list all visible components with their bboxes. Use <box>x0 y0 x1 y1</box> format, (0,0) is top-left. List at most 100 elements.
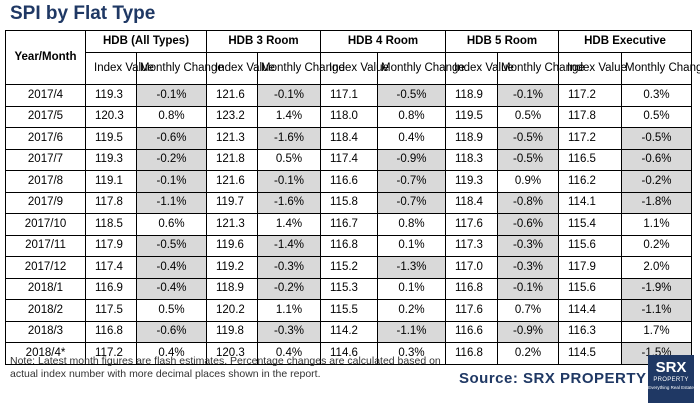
period-cell: 2017/7 <box>5 148 86 171</box>
monthly-change-header: Monthly Change <box>257 52 345 85</box>
monthly-change-cell: 0.3% <box>621 84 693 107</box>
monthly-change-cell: -0.4% <box>135 256 208 279</box>
monthly-change-cell: -1.1% <box>135 191 208 214</box>
table-row: 2018/1 116.9 -0.4% 118.9 -0.2% 115.3 0.1% 116.8… <box>5 277 693 300</box>
index-value-cell: 121.3 <box>206 127 259 150</box>
monthly-change-cell: -0.6% <box>621 148 693 171</box>
monthly-change-cell: -0.5% <box>377 84 447 107</box>
monthly-change-cell: -1.3% <box>377 256 447 279</box>
group-header: HDB 3 Room <box>206 30 322 53</box>
index-value-cell: 118.9 <box>445 127 499 150</box>
index-value-cell: 117.2 <box>558 84 623 107</box>
monthly-change-cell: -0.6% <box>135 320 208 343</box>
period-cell: 2017/12 <box>5 256 86 279</box>
monthly-change-cell: 1.4% <box>257 105 322 128</box>
index-value-cell: 118.5 <box>85 213 137 236</box>
table-row: 2017/6 119.5 -0.6% 121.3 -1.6% 118.4 0.4% 118.9… <box>5 127 693 150</box>
index-value-cell: 119.3 <box>445 170 499 193</box>
group-header-row: Year/Month HDB (All Types) HDB 3 Room HD… <box>5 30 693 85</box>
monthly-change-cell: -1.6% <box>257 127 322 150</box>
monthly-change-header: Monthly Change <box>377 52 465 85</box>
index-value-cell: 116.6 <box>320 170 379 193</box>
monthly-change-cell: 0.2% <box>621 234 693 257</box>
index-value-cell: 114.5 <box>558 342 623 365</box>
index-value-cell: 119.6 <box>206 234 259 257</box>
table-row: 2017/7 119.3 -0.2% 121.8 0.5% 117.4 -0.9% 118.3… <box>5 148 693 171</box>
index-value-cell: 121.3 <box>206 213 259 236</box>
monthly-change-cell: -0.5% <box>621 127 693 150</box>
monthly-change-cell: 0.4% <box>377 127 447 150</box>
period-cell: 2017/4 <box>5 84 86 107</box>
index-value-cell: 121.6 <box>206 170 259 193</box>
monthly-change-cell: 0.5% <box>135 299 208 322</box>
index-value-cell: 114.6 <box>320 342 379 365</box>
index-value-cell: 115.8 <box>320 191 379 214</box>
index-value-cell: 117.4 <box>85 256 137 279</box>
index-value-cell: 123.2 <box>206 105 259 128</box>
index-value-cell: 119.3 <box>85 84 137 107</box>
group-header: HDB (All Types) <box>84 30 208 53</box>
monthly-change-cell: -1.4% <box>257 234 322 257</box>
index-value-header: Index Value <box>445 52 514 85</box>
monthly-change-cell: -0.1% <box>257 84 322 107</box>
table-row: 2017/9 117.8 -1.1% 119.7 -1.6% 115.8 -0.7% 118.… <box>5 191 693 214</box>
index-value-cell: 117.5 <box>85 299 137 322</box>
spi-table: Year/Month HDB (All Types) HDB 3 Room HD… <box>5 30 700 365</box>
index-value-cell: 117.6 <box>445 299 499 322</box>
period-cell: 2017/6 <box>5 127 86 150</box>
index-value-cell: 117.2 <box>558 127 623 150</box>
corner-header: Year/Month <box>5 30 86 85</box>
index-value-cell: 116.5 <box>558 148 623 171</box>
monthly-change-cell: -1.1% <box>621 299 693 322</box>
table-row: 2018/4* 117.2 0.4% 120.3 0.4% 114.6 0.3% 116.8 0… <box>5 342 693 365</box>
monthly-change-cell: -0.5% <box>497 148 560 171</box>
monthly-change-cell: 0.5% <box>257 148 322 171</box>
index-value-cell: 116.8 <box>445 342 499 365</box>
monthly-change-cell: 1.1% <box>621 213 693 236</box>
table-row: 2017/8 119.1 -0.1% 121.6 -0.1% 116.6 -0.7% 119.… <box>5 170 693 193</box>
monthly-change-cell: -0.1% <box>135 170 208 193</box>
index-value-cell: 114.2 <box>320 320 379 343</box>
footnote: Note: Latest month figures are flash est… <box>10 355 441 380</box>
page-title: SPI by Flat Type <box>10 3 156 24</box>
index-value-cell: 118.9 <box>445 84 499 107</box>
table-row: 2018/2 117.5 0.5% 120.2 1.1% 115.5 0.2% 117.6 0.… <box>5 299 693 322</box>
sub-header-row: Index Value Monthly Change Index Value Mont… <box>6 52 700 85</box>
table-row: 2018/3 116.8 -0.6% 119.8 -0.3% 114.2 -1.1% 116.… <box>5 320 693 343</box>
index-value-cell: 120.3 <box>206 342 259 365</box>
index-value-cell: 115.2 <box>320 256 379 279</box>
monthly-change-cell: -1.8% <box>621 191 693 214</box>
index-value-cell: 117.9 <box>558 256 623 279</box>
index-value-cell: 118.0 <box>320 105 379 128</box>
monthly-change-cell: 0.4% <box>257 342 322 365</box>
index-value-cell: 118.9 <box>206 277 259 300</box>
monthly-change-cell: -1.9% <box>621 277 693 300</box>
group-header: HDB 4 Room <box>320 30 447 53</box>
period-cell: 2017/10 <box>5 213 86 236</box>
index-value-cell: 116.3 <box>558 320 623 343</box>
period-cell: 2017/11 <box>5 234 86 257</box>
monthly-change-cell: -0.2% <box>135 148 208 171</box>
index-value-cell: 117.6 <box>445 213 499 236</box>
monthly-change-cell: 0.9% <box>497 170 560 193</box>
monthly-change-cell: -1.1% <box>377 320 447 343</box>
monthly-change-cell: -1.6% <box>257 191 322 214</box>
monthly-change-cell: -0.3% <box>257 320 322 343</box>
monthly-change-cell: 1.4% <box>257 213 322 236</box>
monthly-change-cell: 0.2% <box>377 299 447 322</box>
index-value-cell: 117.0 <box>445 256 499 279</box>
index-value-cell: 116.8 <box>445 277 499 300</box>
index-value-cell: 116.8 <box>85 320 137 343</box>
index-value-cell: 120.2 <box>206 299 259 322</box>
table-row: 2017/12 117.4 -0.4% 119.2 -0.3% 115.2 -1.3% 117… <box>5 256 693 279</box>
index-value-cell: 117.9 <box>85 234 137 257</box>
monthly-change-cell: 0.1% <box>377 277 447 300</box>
period-cell: 2018/2 <box>5 299 86 322</box>
index-value-cell: 119.5 <box>85 127 137 150</box>
monthly-change-cell: 0.6% <box>135 213 208 236</box>
index-value-cell: 116.2 <box>558 170 623 193</box>
logo-tagline: Everything Real Estate <box>648 385 694 390</box>
index-value-cell: 117.4 <box>320 148 379 171</box>
monthly-change-cell: -0.7% <box>377 170 447 193</box>
monthly-change-cell: 0.3% <box>377 342 447 365</box>
